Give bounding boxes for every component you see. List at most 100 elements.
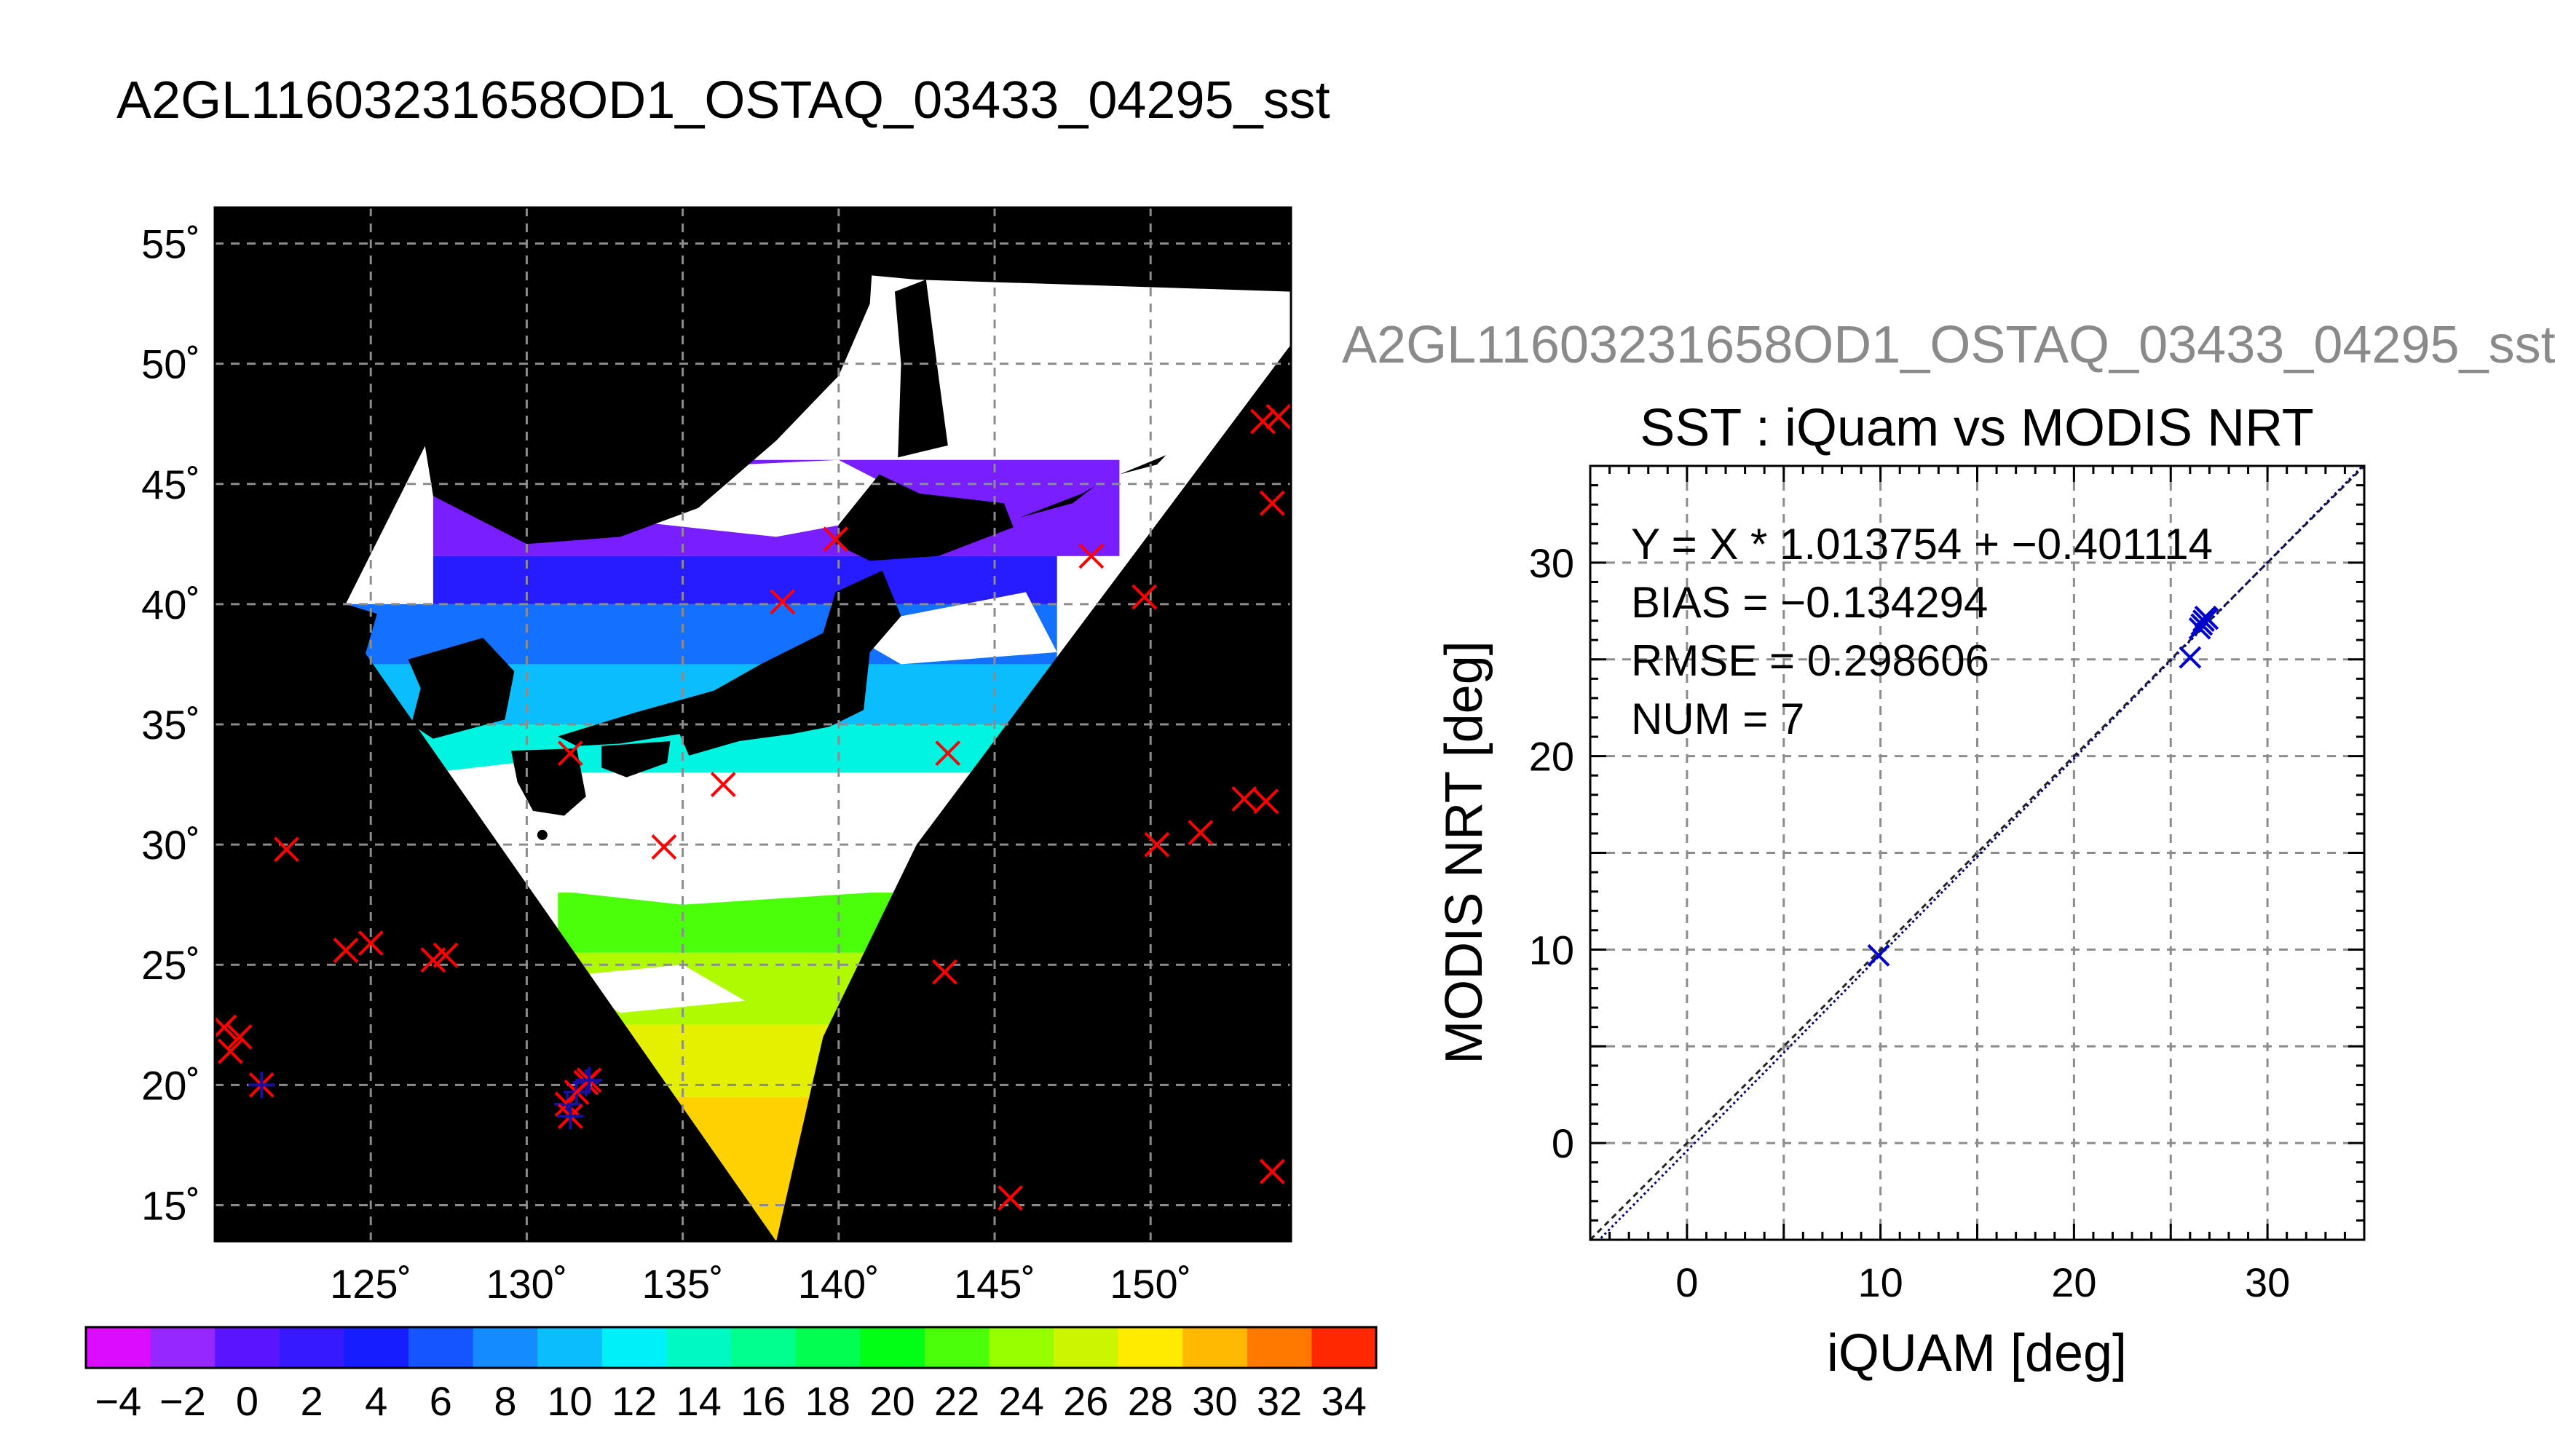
map-marker-other — [1250, 408, 1276, 435]
island — [468, 916, 479, 927]
scatter-subtitle: A2GL11603231658OD1_OSTAQ_03433_04295_sst — [1342, 316, 2555, 374]
map-marker-other — [557, 740, 583, 767]
colorbar-tick-label: 34 — [1322, 1378, 1367, 1424]
scatter-x-tick-labels: 0 10 20 30 — [1675, 1259, 2290, 1305]
colorbar-cell — [601, 1327, 667, 1368]
map-marker-other — [1231, 786, 1257, 812]
scatter-annotation: NUM = 7 — [1631, 695, 1804, 743]
scatter-x-tick-label: 20 — [2051, 1259, 2096, 1305]
outside-swath — [776, 344, 1291, 1241]
scatter-y-tick-label: 20 — [1529, 734, 1574, 780]
colorbar-cell — [666, 1327, 732, 1368]
colorbar-cell — [795, 1327, 861, 1368]
colorbar-cell — [924, 1327, 990, 1368]
map-x-tick-label: 140˚ — [798, 1261, 880, 1307]
map-marker-other — [215, 1014, 237, 1040]
scatter-y-tick-label: 30 — [1529, 540, 1574, 586]
map-y-tick-label: 45˚ — [141, 462, 200, 507]
map-markers — [215, 403, 1291, 1211]
scatter-title: SST : iQuam vs MODIS NRT — [1640, 399, 2314, 457]
map-marker-other — [333, 938, 359, 963]
colorbar-cell — [1247, 1327, 1312, 1368]
land-mass — [835, 474, 1014, 561]
colorbar-tick-label: −2 — [159, 1378, 206, 1424]
land-mass — [511, 748, 586, 816]
colorbar-tick-label: 30 — [1192, 1378, 1237, 1424]
colorbar-cell — [473, 1327, 538, 1368]
colorbar-tick-label: 2 — [301, 1378, 323, 1424]
map-marker-other — [932, 959, 957, 985]
map-marker-matchup — [557, 1103, 584, 1130]
map-marker-other — [935, 740, 961, 767]
map-marker-other — [710, 772, 736, 797]
map-marker-other — [651, 834, 677, 860]
colorbar-cell — [989, 1327, 1054, 1368]
scatter-x-tick-label: 30 — [2245, 1259, 2290, 1305]
colorbar-tick-label: 22 — [934, 1378, 979, 1424]
colorbar-cell — [408, 1327, 474, 1368]
island — [537, 829, 548, 840]
land-mass — [1119, 455, 1166, 475]
colorbar-cell — [731, 1327, 797, 1368]
colorbar-tick-label: −4 — [95, 1378, 141, 1424]
colorbar-tick-label: 6 — [430, 1378, 452, 1424]
colorbar-cell — [279, 1327, 344, 1368]
map-y-tick-label: 25˚ — [141, 942, 200, 988]
colorbar-tick-label: 10 — [547, 1378, 592, 1424]
map-y-tick-label: 30˚ — [141, 822, 200, 868]
map-x-tick-label: 145˚ — [954, 1261, 1035, 1307]
scatter-points — [1867, 605, 2219, 967]
map-x-tick-label: 130˚ — [486, 1261, 567, 1307]
colorbar-tick-label: 8 — [494, 1378, 516, 1424]
colorbar-tick-label: 26 — [1063, 1378, 1108, 1424]
sst-colorbar: −4 −2 0 2 4 6 8 10 12 14 16 18 20 22 24 26 28 30 32 34 — [84, 1326, 1378, 1424]
scatter-annotation: RMSE = 0.298606 — [1631, 636, 1989, 685]
map-x-tick-label: 135˚ — [642, 1261, 724, 1307]
scatter-y-tick-labels: 0 10 20 30 — [1529, 540, 1574, 1166]
scatter-minor-ticks — [1589, 464, 2366, 1241]
map-y-tick-label: 50˚ — [141, 341, 200, 387]
land-mass — [386, 207, 877, 545]
colorbar-tick-label: 24 — [999, 1378, 1044, 1424]
map-marker-other — [1078, 543, 1105, 569]
map-grid — [215, 207, 1291, 1241]
sst-map-panel: 125˚ 130˚ 135˚ 140˚ 145˚ 150˚ 15˚ 20˚ 25˚ 30˚ 35˚… — [141, 206, 1292, 1307]
cloud-patch — [838, 592, 1057, 665]
colorbar-cell — [215, 1327, 280, 1368]
island — [453, 926, 464, 936]
land-mass — [558, 570, 901, 756]
map-marker-other — [358, 930, 384, 956]
map-y-tick-labels: 15˚ 20˚ 25˚ 30˚ 35˚ 40˚ 45˚ 50˚ 55˚ — [141, 221, 200, 1229]
scatter-point — [1867, 943, 1890, 967]
map-y-tick-label: 55˚ — [141, 221, 200, 267]
colorbar-cell — [344, 1327, 409, 1368]
colorbar-cell — [1118, 1327, 1183, 1368]
colorbar-cell — [1054, 1327, 1119, 1368]
map-x-tick-label: 125˚ — [330, 1261, 411, 1307]
colorbar-tick-labels: −4 −2 0 2 4 6 8 10 12 14 16 18 20 22 24 26 28 30 32 34 — [95, 1378, 1366, 1424]
scatter-annotation: Y = X * 1.013754 + −0.401114 — [1631, 520, 2213, 569]
scatter-y-tick-label: 0 — [1552, 1120, 1574, 1166]
scatter-annotation: BIAS = −0.134294 — [1631, 578, 1988, 627]
map-marker-other — [1259, 490, 1285, 516]
map-marker-matchup — [248, 1072, 275, 1099]
colorbar-cell — [1182, 1327, 1248, 1368]
outside-swath-west — [215, 609, 465, 1241]
colorbar-tick-label: 20 — [869, 1378, 915, 1424]
colorbar-cell — [537, 1327, 603, 1368]
land-mass — [408, 638, 515, 739]
land-masses — [215, 207, 1291, 1241]
colorbar-tick-label: 14 — [676, 1378, 722, 1424]
map-marker-other — [433, 942, 459, 968]
map-marker-other — [998, 1185, 1023, 1211]
scatter-annotations: Y = X * 1.013754 + −0.401114 BIAS = −0.13… — [1631, 520, 2213, 743]
colorbar-cell — [1311, 1327, 1377, 1368]
map-marker-other — [1259, 1158, 1285, 1184]
scatter-y-axis-label: MODIS NRT [deg] — [1435, 641, 1493, 1064]
island — [505, 880, 516, 891]
land-mass — [894, 280, 948, 458]
page-title: A2GL11603231658OD1_OSTAQ_03433_04295_sst — [117, 71, 1330, 130]
scatter-x-tick-label: 0 — [1675, 1259, 1698, 1305]
map-marker-other — [218, 1038, 243, 1064]
map-marker-other — [823, 526, 848, 553]
